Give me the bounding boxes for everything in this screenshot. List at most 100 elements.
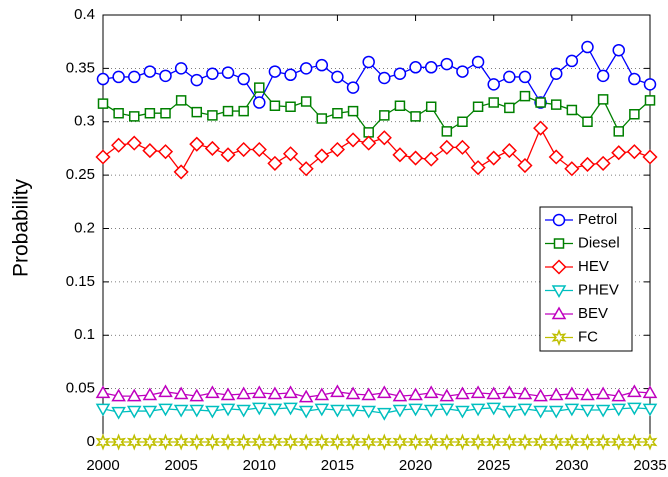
marker <box>95 385 111 399</box>
marker <box>314 403 330 417</box>
marker <box>517 386 533 400</box>
y-tick-label: 0 <box>87 433 95 450</box>
marker <box>175 95 187 106</box>
marker <box>626 433 642 451</box>
marker <box>392 404 408 418</box>
marker <box>642 385 658 399</box>
marker <box>111 406 126 420</box>
marker <box>408 387 423 401</box>
marker <box>409 61 422 74</box>
marker <box>142 433 158 451</box>
marker <box>220 403 236 417</box>
marker <box>501 143 517 159</box>
marker <box>126 388 142 402</box>
marker <box>315 58 329 72</box>
marker <box>439 403 455 417</box>
y-tick-label: 0.2 <box>74 219 95 236</box>
marker <box>470 385 486 399</box>
marker <box>144 107 156 119</box>
marker <box>629 109 640 120</box>
marker <box>158 433 173 451</box>
marker <box>533 433 549 451</box>
legend-marker <box>551 259 567 275</box>
x-tick-label: 2010 <box>243 457 276 474</box>
marker <box>564 403 580 417</box>
marker <box>519 90 531 102</box>
marker <box>142 405 158 419</box>
marker <box>580 433 595 451</box>
x-tick-label: 2015 <box>321 457 354 474</box>
marker <box>486 386 502 400</box>
marker <box>455 386 470 400</box>
marker <box>504 102 515 114</box>
marker <box>298 433 314 451</box>
marker <box>376 433 392 451</box>
marker <box>142 387 158 401</box>
x-tick-label: 2000 <box>86 457 119 474</box>
marker <box>503 70 516 84</box>
marker <box>408 403 423 417</box>
marker <box>128 70 141 84</box>
legend-label: FC <box>578 328 598 345</box>
marker <box>361 135 377 151</box>
marker <box>236 141 252 158</box>
marker <box>613 126 624 137</box>
marker <box>595 404 611 418</box>
y-axis-label: Probability <box>10 178 33 277</box>
marker <box>456 65 469 78</box>
marker <box>501 433 517 451</box>
marker <box>393 67 407 80</box>
marker <box>285 101 296 113</box>
marker <box>517 157 533 174</box>
marker <box>533 388 548 402</box>
marker <box>96 72 110 86</box>
marker <box>564 433 580 451</box>
marker <box>267 403 283 417</box>
y-tick-label: 0.3 <box>74 113 95 130</box>
marker <box>612 43 625 57</box>
marker <box>548 387 564 401</box>
marker <box>142 143 158 159</box>
marker <box>158 403 173 417</box>
marker <box>126 433 142 451</box>
marker <box>220 433 236 451</box>
marker <box>314 433 330 451</box>
marker <box>298 161 314 177</box>
marker <box>423 151 439 167</box>
marker <box>550 99 562 110</box>
marker <box>611 403 627 417</box>
marker <box>565 54 579 68</box>
marker <box>439 433 455 451</box>
marker <box>392 433 408 451</box>
marker <box>95 149 111 165</box>
marker <box>253 96 266 109</box>
marker <box>269 100 281 111</box>
marker <box>174 62 188 75</box>
marker <box>548 433 564 451</box>
marker <box>423 404 439 418</box>
marker <box>455 405 470 419</box>
marker <box>457 116 468 127</box>
marker <box>189 433 205 451</box>
marker <box>314 148 330 164</box>
marker <box>392 147 408 163</box>
legend-label: HEV <box>578 258 609 275</box>
y-tick-label: 0.15 <box>66 273 95 290</box>
marker <box>642 149 658 165</box>
marker <box>236 404 251 418</box>
marker <box>580 404 595 418</box>
marker <box>566 104 578 116</box>
legend-label: PHEV <box>578 281 619 298</box>
marker <box>345 433 361 451</box>
x-tick-label: 2030 <box>555 457 588 474</box>
legend-box <box>539 206 633 352</box>
marker <box>254 82 265 93</box>
marker <box>533 405 548 419</box>
marker <box>379 110 390 121</box>
marker <box>97 98 109 109</box>
marker <box>596 69 610 83</box>
marker <box>221 66 235 79</box>
marker <box>643 78 657 91</box>
marker <box>316 113 328 124</box>
